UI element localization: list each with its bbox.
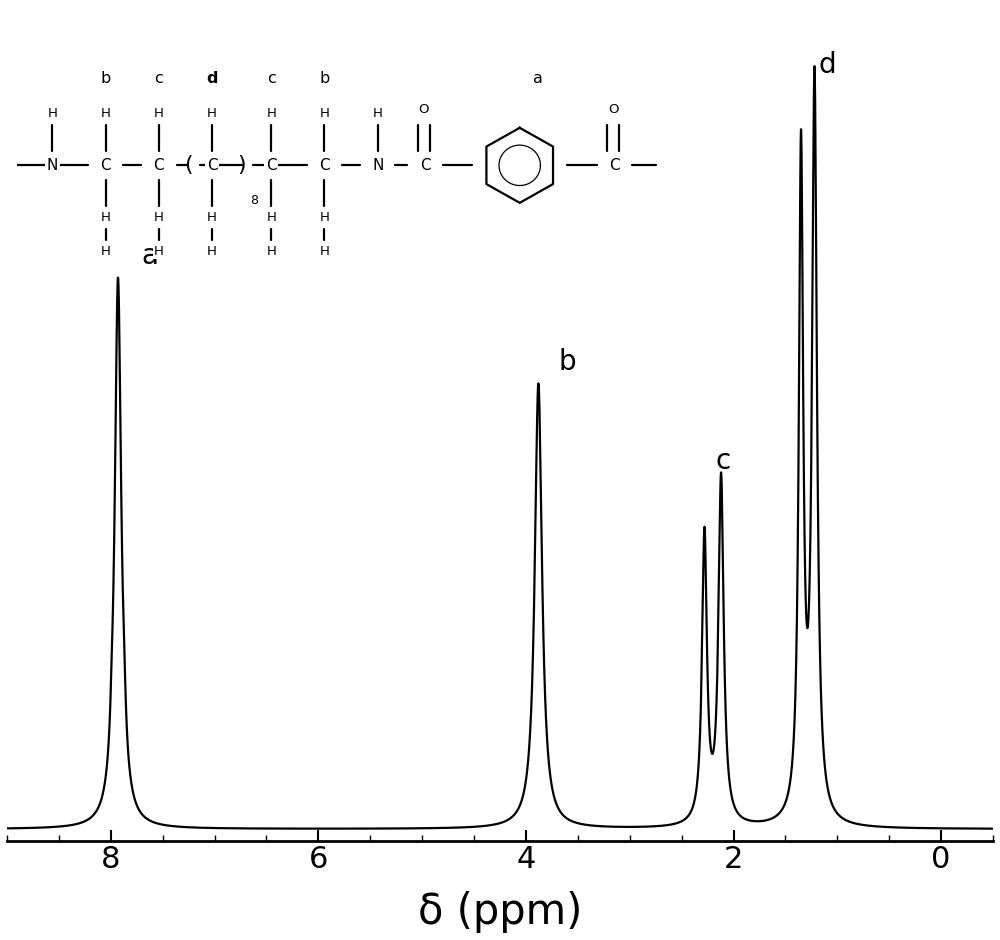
Text: c: c [716, 447, 731, 475]
X-axis label: δ (ppm): δ (ppm) [418, 891, 582, 933]
Text: a: a [142, 242, 159, 270]
Text: b: b [559, 348, 576, 376]
Text: d: d [818, 52, 836, 79]
